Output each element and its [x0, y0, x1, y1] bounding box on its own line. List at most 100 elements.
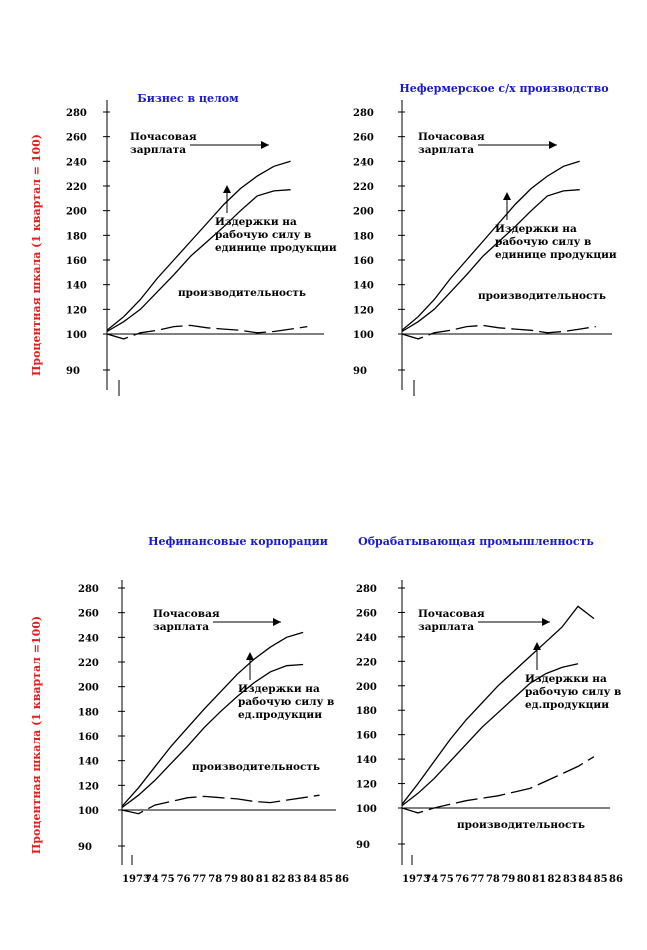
chart-1-wage-arrowhead	[261, 141, 269, 149]
chart-3-x-tick-label: 79	[224, 874, 238, 885]
chart-2-label-productivity: производительность	[478, 290, 606, 302]
chart-3-x-tick-label: 75	[161, 874, 175, 885]
chart-3-x-tick-label: 84	[303, 874, 317, 885]
chart-2-wage-arrowhead	[549, 141, 557, 149]
chart-3-cost-line	[121, 663, 304, 809]
chart-4-label-cost: ед.продукции	[525, 699, 609, 711]
chart-2-y-tick-label: 120	[353, 305, 374, 316]
chart-4-x-tick-label: 84	[578, 874, 592, 885]
chart-3-y-tick-label: 140	[78, 757, 99, 768]
chart-3-label-wage: зарплата	[153, 621, 209, 633]
chart-3-title: Нефинансовые корпорации	[148, 535, 328, 548]
chart-4-x-tick-label: 86	[609, 874, 623, 885]
chart-4-y-tick-label: 240	[356, 633, 377, 644]
chart-2-y-tick-label: 160	[353, 256, 374, 267]
chart-1-y-tick-label: 260	[66, 133, 87, 144]
chart-3-y-tick-label: 200	[78, 683, 99, 694]
chart-3-y-tick-label: 220	[78, 658, 99, 669]
chart-3-x-tick-label: 76	[177, 874, 191, 885]
chart-3-x-tick-label: 80	[240, 874, 254, 885]
y-axis-side-label-bottom: Процентная шкала (1 квартал =100)	[30, 616, 43, 854]
chart-2-y-tick-label: 280	[353, 108, 374, 119]
chart-3-y-tick-label: 120	[78, 781, 99, 792]
chart-4-x-tick-label: 75	[440, 874, 454, 885]
chart-4-productivity-line	[401, 756, 595, 814]
chart-1-label-cost: единице продукции	[215, 242, 337, 254]
chart-3-label-productivity: производительность	[192, 761, 320, 773]
chart-1-label-productivity: производительность	[178, 287, 306, 299]
chart-4-y-tick-label: 180	[356, 706, 377, 717]
chart-4-label-cost: Издержки на	[525, 673, 607, 685]
chart-2-wage-line	[401, 160, 580, 331]
chart-2-y-tick-label: 100	[353, 330, 374, 341]
y-axis-side-label-top: Процентная шкала (1 квартал = 100)	[30, 134, 43, 376]
chart-4-y-tick-label: 160	[356, 731, 377, 742]
chart-1-y-tick-label: 160	[66, 256, 87, 267]
chart-4-x-tick-label: 85	[594, 874, 608, 885]
chart-2-y-tick-label: 240	[353, 157, 374, 168]
chart-4-y-tick-label: 140	[356, 755, 377, 766]
chart-4-x-tick-label: 76	[455, 874, 469, 885]
chart-3-x-tick-label: 86	[335, 874, 349, 885]
chart-1-y-tick-label: 220	[66, 182, 87, 193]
chart-3-x-tick-label: 77	[192, 874, 206, 885]
chart-3-label-cost: ед.продукции	[238, 709, 322, 721]
chart-1-cost-arrowhead	[223, 185, 231, 193]
chart-1-cost-line	[106, 189, 291, 333]
chart-3-productivity-line	[121, 794, 320, 815]
chart-4-x-tick-label: 81	[532, 874, 546, 885]
chart-3-y-tick-label: 240	[78, 633, 99, 644]
chart-4-label-wage: зарплата	[418, 621, 474, 633]
chart-4-x-tick-label: 82	[548, 874, 562, 885]
chart-4-y-tick-label: 120	[356, 780, 377, 791]
chart-2-cost-arrowhead	[503, 192, 511, 200]
chart-2-y-tick-label: 220	[353, 182, 374, 193]
chart-3-x-tick-label: 85	[319, 874, 333, 885]
chart-2-y-tick-label: 200	[353, 207, 374, 218]
chart-2-label-wage: Почасовая	[418, 131, 485, 143]
chart-1-wage-line	[106, 160, 291, 331]
chart-2-y-tick-label: 140	[353, 281, 374, 292]
chart-2-cost-line	[401, 189, 580, 333]
chart-4-cost-arrowhead	[533, 642, 541, 650]
chart-3-x-tick-label: 81	[256, 874, 270, 885]
chart-4-x-tick-label: 77	[471, 874, 485, 885]
chart-2-y-tick-label: 90	[353, 366, 367, 377]
chart-3-wage-arrowhead	[273, 618, 281, 626]
chart-4-label-cost: рабочую силу в	[525, 686, 621, 698]
chart-4-y-tick-label: 260	[356, 608, 377, 619]
chart-1-y-tick-label: 90	[66, 366, 80, 377]
chart-3-y-tick-label: 260	[78, 609, 99, 620]
chart-4-title: Обрабатывающая промышленность	[358, 535, 594, 548]
chart-4-x-tick-label: 78	[486, 874, 500, 885]
chart-1-label-cost: Издержки на	[215, 216, 297, 228]
chart-3-label-wage: Почасовая	[153, 608, 220, 620]
chart-3-x-tick-label: 1973	[122, 874, 150, 885]
chart-2-label-cost: рабочую силу в	[495, 236, 591, 248]
chart-4-y-tick-label: 200	[356, 682, 377, 693]
chart-1-y-tick-label: 120	[66, 305, 87, 316]
chart-4-wage-arrowhead	[542, 618, 550, 626]
chart-4-x-tick-label: 1973	[402, 874, 430, 885]
chart-1-y-tick-label: 200	[66, 207, 87, 218]
chart-4-x-tick-label: 79	[501, 874, 515, 885]
chart-3-label-cost: Издержки на	[238, 683, 320, 695]
chart-2-label-cost: единице продукции	[495, 249, 617, 261]
chart-3-y-tick-label: 100	[78, 806, 99, 817]
chart-3-cost-arrowhead	[246, 652, 254, 660]
chart-4-wage-line	[401, 605, 595, 805]
chart-4-y-tick-label: 220	[356, 657, 377, 668]
chart-2-y-tick-label: 260	[353, 133, 374, 144]
chart-3-x-tick-label: 78	[208, 874, 222, 885]
chart-3-y-tick-label: 160	[78, 732, 99, 743]
chart-2-label-wage: зарплата	[418, 144, 474, 156]
chart-1-y-tick-label: 180	[66, 231, 87, 242]
chart-1-label-cost: рабочую силу в	[215, 229, 311, 241]
chart-4-x-tick-label: 80	[517, 874, 531, 885]
chart-1-y-tick-label: 100	[66, 330, 87, 341]
chart-1-y-tick-label: 240	[66, 157, 87, 168]
chart-4-cost-line	[401, 663, 579, 807]
chart-3-y-tick-label: 90	[78, 842, 92, 853]
chart-3-x-tick-label: 74	[145, 874, 159, 885]
chart-2-productivity-line	[401, 324, 596, 340]
